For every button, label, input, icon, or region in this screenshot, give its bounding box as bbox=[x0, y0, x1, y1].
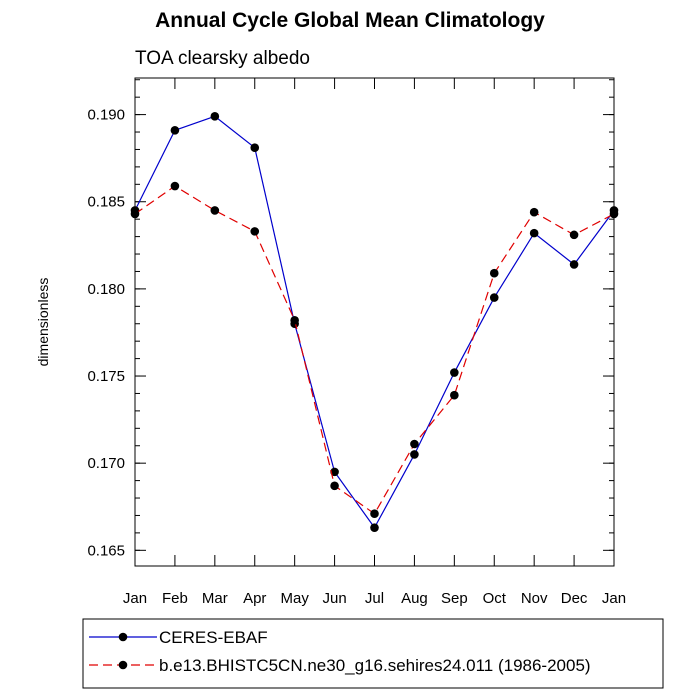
legend-label-1: CERES-EBAF bbox=[159, 628, 268, 647]
legend-box bbox=[82, 618, 664, 689]
series-2-point bbox=[529, 207, 539, 217]
y-tick-label: 0.165 bbox=[87, 542, 125, 559]
y-tick-label: 0.185 bbox=[87, 194, 125, 211]
x-tick-label: Aug bbox=[401, 590, 428, 607]
y-axis: 0.165 0.170 0.175 0.180 0.185 0.190 bbox=[87, 79, 614, 559]
x-tick-label: Feb bbox=[162, 590, 188, 607]
series-1-point bbox=[450, 368, 459, 377]
x-tick-label: Jun bbox=[322, 590, 346, 607]
series-line-2 bbox=[134, 185, 615, 515]
legend-marker-2 bbox=[118, 660, 128, 670]
series-1-point bbox=[489, 293, 499, 302]
series-2-point bbox=[569, 230, 579, 240]
chart-subtitle: TOA clearsky albedo bbox=[135, 48, 310, 69]
y-tick-label: 0.190 bbox=[87, 107, 125, 124]
x-tick-label: Oct bbox=[483, 590, 507, 607]
x-tick-label: Dec bbox=[561, 590, 588, 607]
series-2-point bbox=[609, 209, 619, 219]
series-1-point bbox=[569, 260, 579, 269]
x-tick-label: Nov bbox=[521, 590, 548, 607]
series-1-point bbox=[370, 523, 379, 532]
series-1-point bbox=[330, 467, 339, 477]
series-2-point bbox=[410, 439, 419, 449]
plot-frame bbox=[134, 77, 615, 567]
x-tick-label: Jan bbox=[123, 590, 147, 607]
series-2-point bbox=[489, 268, 499, 278]
x-axis: Jan Feb Mar Apr May Jun Jul Aug Sep Oct Nov Dec Jan bbox=[123, 78, 626, 607]
x-tick-label: Apr bbox=[243, 590, 266, 607]
series-2-point bbox=[210, 206, 220, 215]
legend-label-2: b.e13.BHISTC5CN.ne30_g16.sehires24.011 (… bbox=[159, 656, 591, 675]
x-tick-label: Sep bbox=[441, 590, 468, 607]
series-2-point bbox=[170, 181, 180, 191]
y-axis-label: dimensionless bbox=[35, 278, 51, 367]
x-tick-label: Jan bbox=[602, 590, 626, 607]
legend: CERES-EBAF b.e13.BHISTC5CN.ne30_g16.sehir… bbox=[89, 628, 591, 675]
series-1-point bbox=[410, 450, 419, 459]
series-1-point bbox=[250, 143, 260, 153]
series-2-point bbox=[450, 390, 459, 400]
y-tick-label: 0.180 bbox=[87, 281, 125, 298]
chart-title: Annual Cycle Global Mean Climatology bbox=[155, 9, 545, 32]
series-2-point bbox=[290, 315, 299, 325]
x-tick-label: Jul bbox=[365, 590, 384, 607]
series-1-point bbox=[529, 228, 539, 238]
y-tick-label: 0.170 bbox=[87, 455, 125, 472]
series-2-point bbox=[370, 509, 379, 519]
series-layer bbox=[130, 112, 619, 532]
series-2-point bbox=[250, 227, 260, 236]
x-tick-label: Mar bbox=[202, 590, 228, 607]
legend-marker-1 bbox=[118, 632, 128, 642]
series-1-point bbox=[210, 112, 220, 121]
x-tick-label: May bbox=[280, 590, 309, 607]
series-2-point bbox=[330, 481, 339, 491]
series-1-point bbox=[170, 125, 180, 135]
series-2-point bbox=[130, 209, 140, 219]
y-tick-label: 0.175 bbox=[87, 368, 125, 385]
series-line-1 bbox=[134, 115, 615, 529]
